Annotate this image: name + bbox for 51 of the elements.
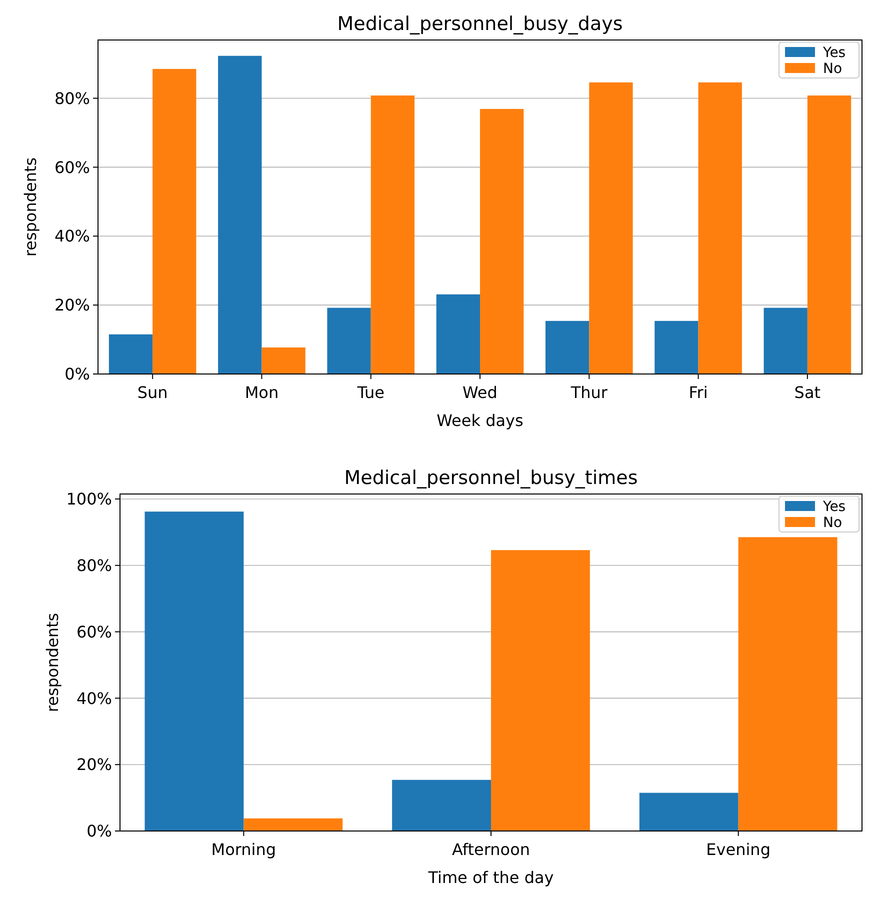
x-tick-label: Afternoon <box>452 840 530 859</box>
x-tick-label: Evening <box>706 840 770 859</box>
y-tick-label: 60% <box>76 622 112 642</box>
y-tick-label: 40% <box>76 688 112 708</box>
x-tick-label: Sun <box>137 383 168 402</box>
bar <box>480 108 524 374</box>
bar <box>152 68 196 374</box>
legend-label: No <box>823 515 842 531</box>
x-tick-label: Thur <box>570 383 608 402</box>
bar <box>144 512 244 831</box>
bar <box>491 550 590 831</box>
bar <box>589 82 633 374</box>
legend-label: Yes <box>822 499 846 515</box>
x-axis-title: Week days <box>436 411 524 430</box>
chart-title: Medical_personnel_busy_days <box>337 13 623 35</box>
legend-label: Yes <box>822 45 846 61</box>
y-tick-label: 20% <box>54 296 90 315</box>
y-tick-label: 0% <box>64 364 90 384</box>
y-tick-label: 20% <box>76 755 112 774</box>
y-tick-label: 100% <box>66 490 112 509</box>
chart-title: Medical_personnel_busy_times <box>344 467 638 489</box>
bar <box>244 818 343 831</box>
bar <box>327 308 371 374</box>
y-tick-label: 40% <box>54 226 90 246</box>
bar <box>108 334 153 374</box>
x-tick-label: Tue <box>356 383 385 402</box>
y-tick-label: 0% <box>86 822 112 841</box>
y-axis-title: respondents <box>21 157 40 257</box>
bar <box>698 82 742 374</box>
x-tick-label: Sat <box>794 383 821 402</box>
bar <box>639 792 738 831</box>
x-tick-label: Mon <box>244 383 279 402</box>
legend-label: No <box>823 61 842 77</box>
x-axis-title: Time of the day <box>427 868 554 887</box>
y-axis-title: respondents <box>43 612 62 712</box>
bar <box>654 320 698 374</box>
x-tick-label: Fri <box>688 383 708 402</box>
x-tick-label: Morning <box>211 840 276 859</box>
y-tick-label: 60% <box>54 158 90 177</box>
bar <box>436 294 480 374</box>
bar <box>262 347 306 374</box>
y-tick-label: 80% <box>54 88 90 108</box>
bar <box>545 320 590 374</box>
bar <box>392 780 491 831</box>
bar <box>738 537 838 831</box>
x-tick-label: Wed <box>462 383 498 402</box>
bar <box>764 308 808 374</box>
y-tick-label: 80% <box>76 556 112 575</box>
bar <box>807 95 852 374</box>
bar <box>218 56 262 374</box>
bar <box>370 95 415 374</box>
